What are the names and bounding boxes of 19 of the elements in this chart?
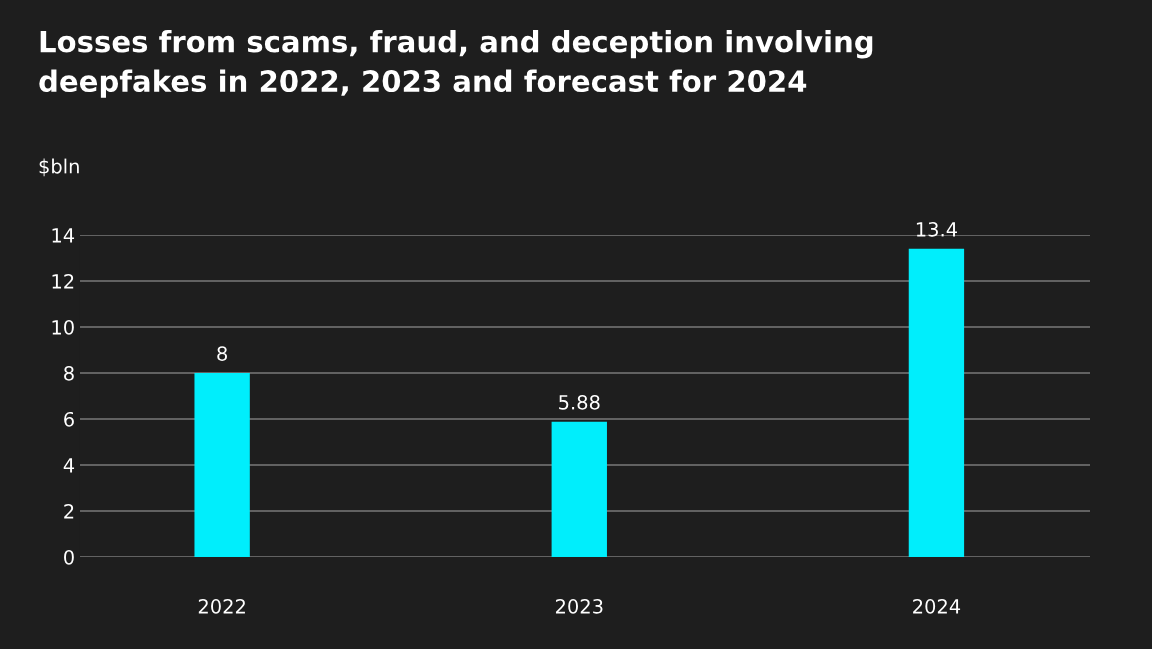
y-tick-label: 12 <box>52 273 74 289</box>
x-tick-label: 2023 <box>555 599 603 614</box>
y-axis-title: $bln <box>39 158 79 177</box>
data-label: 13.4 <box>916 221 957 237</box>
y-tick-label: 8 <box>64 365 74 381</box>
y-tick-label: 4 <box>63 458 75 473</box>
y-tick-label: 2 <box>64 503 74 519</box>
bar <box>194 373 250 557</box>
bar <box>908 248 965 557</box>
chart-title: Losses from scams, fraud, and deception involving deepfakes in 2022, 2023 and forecast for 2024 <box>39 30 873 98</box>
data-label: 8 <box>217 346 227 361</box>
y-tick-label: 0 <box>64 549 74 565</box>
x-tick-label: 2024 <box>913 599 961 614</box>
data-label: 5.88 <box>559 394 600 410</box>
y-tick-label: 6 <box>64 411 74 427</box>
y-tick-label: 14 <box>52 228 75 243</box>
x-tick-label: 2022 <box>198 599 245 614</box>
y-tick-label: 10 <box>52 319 74 335</box>
bar <box>551 421 607 557</box>
